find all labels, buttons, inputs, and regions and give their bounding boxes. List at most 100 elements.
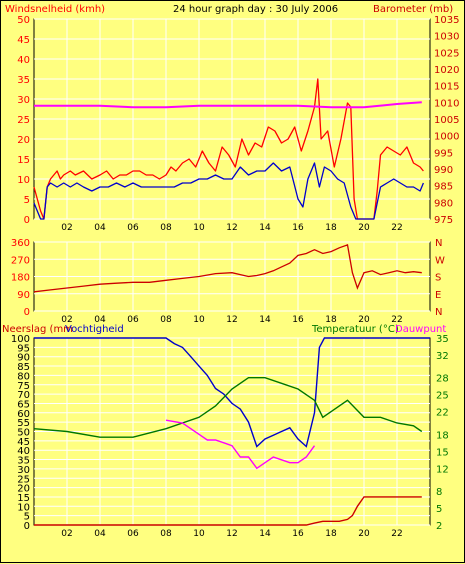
wind_direction-series — [33, 244, 422, 293]
wind-tick-label: 15 — [17, 155, 30, 166]
humidity-tick-label: 35 — [17, 456, 30, 467]
direction-tick-label: 360 — [11, 238, 30, 249]
x-tick-label: 16 — [292, 529, 304, 539]
x-tick-label: 02 — [61, 529, 72, 539]
temperature-axis-title: Temperatuur (°C) — [311, 324, 399, 335]
temperature-series — [33, 377, 423, 438]
temperature-tick-label: 18 — [436, 430, 449, 441]
x-tick-label: 04 — [94, 529, 106, 539]
wind_gust-series — [33, 78, 424, 220]
direction-tick-label: 270 — [11, 255, 30, 266]
wind-axis-title: Windsnelheid (kmh) — [5, 4, 105, 15]
wind-tick-label: 20 — [17, 135, 30, 146]
humidity-tick-label: 80 — [17, 371, 30, 382]
humidity-tick-label: 100 — [11, 334, 30, 345]
wind-tick-label: 0 — [24, 215, 30, 226]
temperature-tick-label: 25 — [436, 391, 449, 402]
x-tick-label: 04 — [94, 223, 106, 233]
barometer-tick-label: 1010 — [434, 98, 459, 109]
x-tick-label: 18 — [325, 223, 337, 233]
x-tick-label: 14 — [259, 529, 271, 539]
compass-label: S — [435, 273, 441, 284]
wind-tick-label: 35 — [17, 75, 30, 86]
wind-tick-label: 50 — [17, 15, 30, 26]
x-tick-label: 20 — [358, 223, 370, 233]
humidity-tick-label: 95 — [17, 343, 30, 354]
chart-title: 24 hour graph day : 30 July 2006 — [173, 4, 338, 15]
x-tick-label: 18 — [325, 315, 337, 325]
x-tick-label: 14 — [259, 223, 271, 233]
x-tick-label: 08 — [160, 223, 172, 233]
humidity-tick-label: 50 — [17, 428, 30, 439]
direction-tick-label: 0 — [24, 307, 30, 318]
wind-tick-label: 10 — [17, 175, 30, 186]
humidity-tick-label: 40 — [17, 446, 30, 457]
temperature-tick-label: 8 — [436, 487, 442, 498]
x-tick-label: 22 — [391, 529, 402, 539]
x-tick-label: 08 — [160, 315, 172, 325]
direction-tick-label: 90 — [17, 290, 30, 301]
x-tick-label: 08 — [160, 529, 172, 539]
compass-label: W — [435, 255, 445, 266]
humidity-tick-label: 70 — [17, 390, 30, 401]
humidity-tick-label: 90 — [17, 353, 30, 364]
x-tick-label: 12 — [226, 315, 237, 325]
x-tick-label: 20 — [358, 529, 370, 539]
direction-tick-label: 180 — [11, 273, 30, 284]
x-tick-label: 02 — [61, 223, 72, 233]
barometer-axis-title: Barometer (mb) — [373, 4, 453, 15]
x-tick-label: 20 — [358, 315, 370, 325]
temperature-tick-label: 5 — [436, 504, 442, 515]
compass-label: N — [435, 238, 442, 249]
barometer-tick-label: 1005 — [434, 115, 459, 126]
x-tick-label: 06 — [127, 529, 139, 539]
barometer-tick-label: 1025 — [434, 48, 459, 59]
barometer-tick-label: 990 — [434, 165, 453, 176]
compass-label: N — [435, 307, 442, 318]
wind-tick-label: 45 — [17, 35, 30, 46]
temperature-tick-label: 35 — [436, 334, 449, 345]
humidity-tick-label: 45 — [17, 437, 30, 448]
temperature-tick-label: 32 — [436, 351, 449, 362]
humidity-tick-label: 5 — [24, 512, 30, 523]
humidity-tick-label: 65 — [17, 399, 30, 410]
x-tick-label: 16 — [292, 223, 304, 233]
x-tick-label: 10 — [193, 529, 205, 539]
compass-label: E — [435, 290, 441, 301]
x-tick-label: 06 — [127, 315, 139, 325]
temperature-tick-label: 15 — [436, 447, 449, 458]
barometer-tick-label: 1035 — [434, 15, 459, 26]
dewpoint-axis-title: Dauwpunt — [395, 324, 446, 335]
x-tick-label: 04 — [94, 315, 106, 325]
x-tick-label: 22 — [391, 315, 402, 325]
temperature-tick-label: 2 — [436, 521, 442, 532]
x-tick-label: 16 — [292, 315, 304, 325]
barometer-tick-label: 980 — [434, 198, 453, 209]
humidity-tick-label: 85 — [17, 362, 30, 373]
humidity-tick-label: 30 — [17, 465, 30, 476]
wind_avg-series — [33, 162, 425, 220]
x-tick-label: 10 — [193, 223, 205, 233]
barometer-tick-label: 985 — [434, 182, 453, 193]
humidity-axis-title: Vochtigheid — [65, 324, 124, 335]
barometer-tick-label: 1030 — [434, 32, 459, 43]
dewpoint-series — [165, 419, 316, 470]
barometer-tick-label: 1015 — [434, 82, 459, 93]
barometer-tick-label: 995 — [434, 148, 453, 159]
x-tick-label: 22 — [391, 223, 402, 233]
humidity-tick-label: 75 — [17, 381, 30, 392]
temperature-tick-label: 22 — [436, 408, 449, 419]
humidity-tick-label: 15 — [17, 493, 30, 504]
rain-axis-title: Neerslag (mm — [2, 324, 73, 335]
x-tick-label: 06 — [127, 223, 139, 233]
wind-tick-label: 30 — [17, 95, 30, 106]
barometer-tick-label: 975 — [434, 215, 453, 226]
humidity-tick-label: 55 — [17, 418, 30, 429]
humidity-tick-label: 10 — [17, 502, 30, 513]
humidity-tick-label: 60 — [17, 409, 30, 420]
temperature-tick-label: 12 — [436, 464, 449, 475]
wind-tick-label: 25 — [17, 115, 30, 126]
wind-tick-label: 40 — [17, 55, 30, 66]
humidity-tick-label: 20 — [17, 484, 30, 495]
